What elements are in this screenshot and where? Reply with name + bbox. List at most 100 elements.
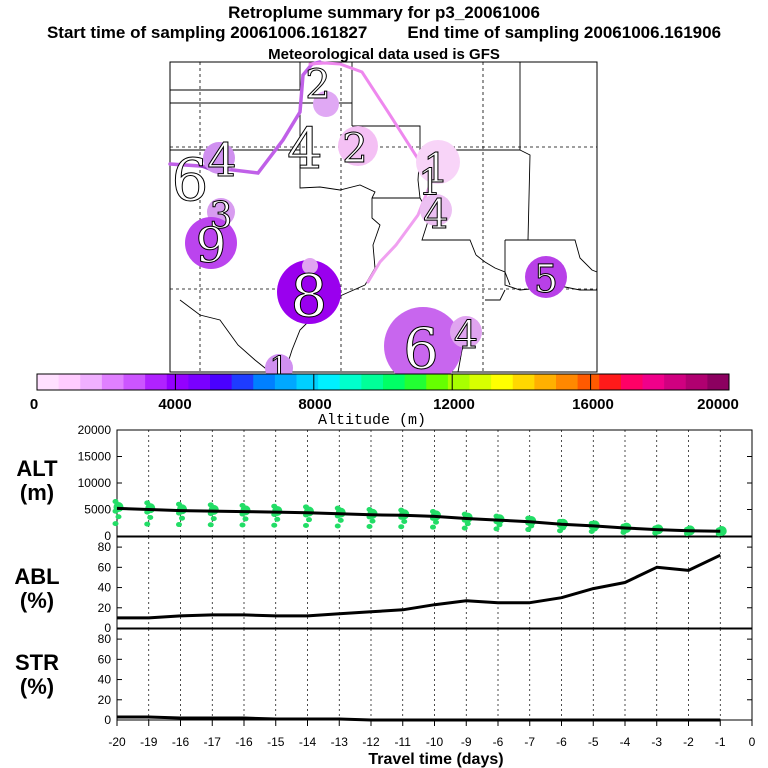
colorbar-tick-label: 8000 [298, 396, 331, 413]
colorbar-swatch [166, 374, 189, 390]
y-tick-label: 15000 [78, 450, 112, 464]
x-tick-label: -15 [267, 735, 285, 749]
altitude-point [464, 521, 471, 527]
colorbar-swatch [512, 374, 535, 390]
colorbar-swatch [685, 374, 708, 390]
y-tick-label: 20 [98, 601, 112, 615]
x-tick-label: -1 [715, 735, 726, 749]
colorbar-swatch [318, 374, 341, 390]
colorbar-swatch [642, 374, 665, 390]
cluster-circle [416, 140, 460, 184]
colorbar-tick-label: 12000 [433, 396, 475, 413]
colorbar-frame [36, 373, 730, 391]
cluster-label: 4 [287, 117, 323, 182]
end-time-label: End time of sampling 20061006.161906 [407, 23, 722, 42]
x-tick-label: -10 [426, 735, 444, 749]
start-time-label: Start time of sampling 20061006.161827 [46, 23, 368, 42]
altitude-point [430, 524, 436, 530]
colorbar-swatch [145, 374, 168, 390]
cluster-label: 4 [423, 192, 448, 238]
altitude-point [588, 528, 595, 534]
colorbar-swatch [534, 374, 557, 390]
cluster-circle [277, 260, 341, 324]
x-tick-label: -11 [395, 735, 412, 749]
cluster-label: 1 [419, 163, 442, 204]
colorbar-swatch [620, 374, 644, 390]
panel-ylabels: ALT (m) ABL (%) STR (%) [14, 456, 59, 699]
str-ylabel: STR [15, 650, 59, 675]
altitude-point [144, 521, 151, 527]
cluster-label: 3 [210, 196, 233, 237]
x-tick-label: -2 [683, 735, 694, 749]
alt-ylabel: ALT [16, 456, 58, 481]
x-tick-label: -6 [493, 735, 504, 749]
altitude-point [210, 516, 217, 522]
cluster-circle [203, 142, 235, 174]
altitude-point [557, 528, 563, 534]
series-line-alt [116, 506, 721, 533]
colorbar-swatch [447, 374, 471, 390]
sampling-times: Start time of sampling 20061006.161827 En… [0, 23, 768, 43]
altitude-point [433, 519, 439, 525]
cluster-label: 6 [172, 146, 209, 214]
altitude-point [274, 516, 281, 522]
colorbar-swatch [469, 374, 492, 390]
altitude-point [115, 514, 122, 520]
colorbar-swatches [37, 374, 730, 390]
altitude-point [147, 514, 154, 520]
altitude-point [496, 522, 503, 528]
abl-ylabel-unit: (%) [20, 588, 54, 613]
altitude-point [112, 508, 119, 514]
x-tick-label: -3 [651, 735, 662, 749]
altitude-point [337, 517, 344, 523]
y-tick-label: 20 [98, 693, 112, 707]
alt-ylabel-unit: (m) [20, 480, 54, 505]
colorbar-tick-label: 16000 [572, 396, 614, 413]
altitude-point [528, 523, 535, 529]
altitude-point [179, 515, 185, 521]
panel-abl: 0 20 40 60 80 [98, 536, 753, 635]
colorbar-swatch [58, 374, 81, 390]
colorbar-tick-label: 20000 [697, 396, 739, 413]
y-tick-label: 60 [98, 560, 112, 574]
cluster-label: 8 [291, 262, 328, 330]
colorbar-swatch [361, 374, 384, 390]
x-axis-label: Travel time (days) [368, 751, 503, 768]
altitude-point [684, 531, 690, 537]
x-tick-label: -7 [524, 735, 535, 749]
x-tick-label: 0 [749, 735, 756, 749]
cluster-label: 1 [423, 146, 448, 192]
colorbar-swatch [231, 374, 254, 390]
str-ylabel-unit: (%) [20, 674, 54, 699]
cluster-circle [313, 91, 339, 117]
altitude-point [493, 526, 500, 532]
map-panel: 6 4 4 2 2 1 1 4 3 9 8 5 6 4 1 [168, 60, 598, 387]
colorbar-tick-labels: 0 4000 8000 12000 16000 20000 [30, 396, 739, 413]
colorbar-swatch [599, 374, 622, 390]
x-tick-label: -13 [331, 735, 349, 749]
y-tick-label: 20000 [78, 423, 112, 437]
x-tick-label: -5 [588, 735, 599, 749]
altitude-point [369, 518, 376, 524]
x-tick-label: -4 [620, 735, 631, 749]
cluster-label: 4 [454, 313, 478, 357]
cluster-label: 4 [207, 133, 236, 187]
altitude-point [207, 522, 214, 528]
altitude-point [176, 522, 182, 528]
cluster-circle [185, 217, 237, 269]
cluster-circle [525, 256, 567, 298]
panel-str: 0 20 40 60 80 [98, 628, 753, 727]
colorbar-swatch [123, 374, 146, 390]
colorbar-tick-label: 0 [30, 396, 38, 413]
y-tick-label: 10000 [78, 476, 112, 490]
y-tick-label: 0 [104, 529, 111, 543]
x-tick-label: -16 [172, 735, 190, 749]
altitude-point [334, 523, 341, 529]
colorbar-swatch [491, 374, 514, 390]
series-line-abl [117, 553, 721, 620]
cluster-label: 5 [534, 257, 558, 301]
colorbar-swatch [383, 374, 406, 390]
map-frame [169, 61, 598, 373]
